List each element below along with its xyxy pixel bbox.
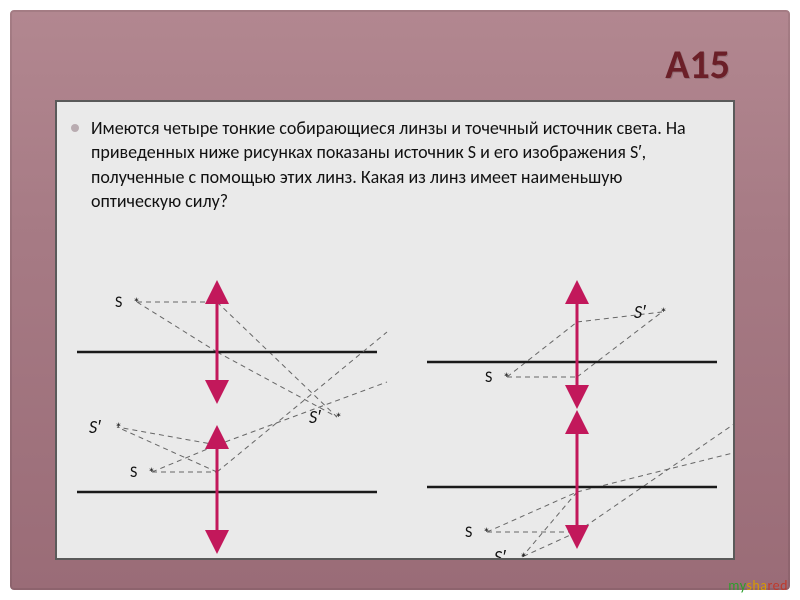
slide-frame: А15 Имеются четыре тонкие собирающиеся л… bbox=[0, 0, 800, 600]
lens-diagrams-svg: S * S′ * S * S′ * S * S′ * S * S′ * bbox=[57, 262, 735, 560]
svg-text:*: * bbox=[660, 305, 667, 322]
svg-text:S′: S′ bbox=[494, 546, 506, 560]
svg-text:S: S bbox=[115, 293, 122, 312]
watermark-part1: my bbox=[728, 577, 746, 594]
svg-text:*: * bbox=[483, 525, 490, 542]
svg-text:S′: S′ bbox=[309, 406, 321, 428]
svg-text:*: * bbox=[148, 465, 155, 482]
watermark-part3: red bbox=[767, 577, 788, 594]
question-text: Имеются четыре тонкие собирающиеся линзы… bbox=[91, 116, 715, 213]
svg-text:S: S bbox=[130, 463, 137, 482]
svg-text:S: S bbox=[485, 368, 492, 387]
svg-text:*: * bbox=[503, 370, 510, 387]
svg-text:*: * bbox=[520, 550, 527, 560]
watermark: myshared bbox=[728, 577, 788, 594]
svg-text:S: S bbox=[465, 523, 472, 542]
slide-title: А15 bbox=[665, 40, 730, 89]
bullet-icon bbox=[71, 124, 79, 132]
watermark-part2: sha bbox=[746, 577, 767, 594]
diagram-area: S * S′ * S * S′ * S * S′ * S * S′ * bbox=[57, 262, 735, 560]
svg-text:S′: S′ bbox=[634, 301, 646, 323]
svg-text:*: * bbox=[115, 420, 122, 437]
svg-text:S′: S′ bbox=[89, 416, 101, 438]
content-box: Имеются четыре тонкие собирающиеся линзы… bbox=[55, 100, 735, 560]
svg-text:*: * bbox=[133, 295, 140, 312]
svg-text:*: * bbox=[335, 410, 342, 427]
